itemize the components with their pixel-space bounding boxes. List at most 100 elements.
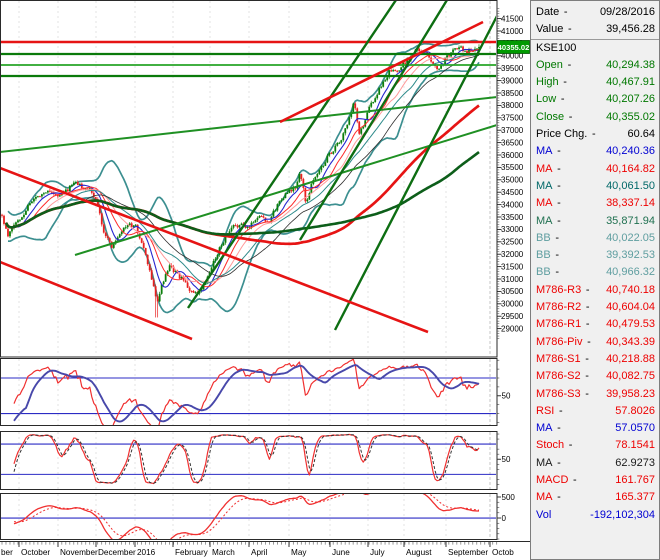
info-row-bb: BB - 39,392.53 [531,247,659,264]
info-separator: - [563,76,567,89]
info-label: MACD [536,474,569,487]
info-label: MA [536,162,553,175]
svg-text:34000: 34000 [501,200,524,209]
info-label: Stoch [536,439,565,452]
info-separator: - [568,110,573,123]
svg-text:29000: 29000 [501,324,524,333]
svg-text:August: August [406,548,432,557]
svg-text:33000: 33000 [501,225,524,234]
info-label: Date [536,6,560,18]
svg-text:34500: 34500 [501,188,524,197]
info-label: M786-Piv [536,335,583,348]
info-separator: - [567,23,572,36]
info-label: M786-R3 [536,283,582,296]
info-value: 39,456.28 [606,23,655,36]
svg-text:32000: 32000 [501,250,524,259]
info-row-ma: MA - 57.0570 [531,420,659,437]
info-value: 35,871.94 [606,214,655,227]
info-value: 40,343.39 [606,335,655,348]
info-separator: - [555,249,560,262]
svg-text:38500: 38500 [501,89,524,98]
svg-text:December: December [98,548,136,557]
svg-text:500: 500 [502,493,516,502]
info-value: 40,740.18 [606,283,655,296]
svg-text:September: September [448,548,488,557]
info-row-m786-s1: M786-S1- 40,218.88 [531,351,659,368]
info-separator: - [557,197,561,210]
info-label: Close [536,110,565,123]
info-value: 39,958.23 [606,387,655,400]
info-label: MA [536,179,553,192]
svg-text:Octob: Octob [492,548,514,557]
info-row-m786-r3: M786-R3- 40,740.18 [531,282,659,299]
info-label: MA [536,422,553,435]
info-value: 60.64 [627,128,655,141]
svg-text:39500: 39500 [501,64,524,73]
info-separator: - [585,283,590,296]
info-label: MA [536,456,553,469]
info-row-vol: Vol -192,102,304 [531,507,659,524]
info-label: Vol [536,508,552,521]
info-value: 40,966.32 [606,266,655,279]
info-value: 40,082.75 [606,370,655,383]
svg-text:February: February [175,548,209,557]
info-value: 40,467.91 [606,76,655,89]
info-separator: - [555,266,560,279]
info-value: 09/28/2016 [599,6,655,18]
info-label: BB [536,266,551,279]
info-label: BB [536,249,551,262]
info-row-m786-s2: M786-S2- 40,082.75 [531,368,659,385]
svg-text:July: July [370,548,385,557]
info-value: 40,294.38 [606,58,655,71]
svg-text:40355.02: 40355.02 [498,43,530,52]
svg-text:30000: 30000 [501,300,524,309]
info-separator: - [585,352,589,365]
svg-text:36500: 36500 [501,138,524,147]
info-separator: - [557,422,561,435]
info-separator: - [557,179,561,192]
chart-canvas[interactable]: 5050500041500410004050040000395003900038… [0,0,530,560]
info-label: High [536,76,559,89]
info-label: RSI [536,404,555,417]
info-separator: - [585,387,589,400]
svg-text:50: 50 [502,455,511,464]
info-value: 57.8026 [615,404,655,417]
info-label: M786-S1 [536,352,581,365]
info-row-date: Date - 09/28/2016 [531,4,659,21]
svg-text:June: June [332,548,350,557]
info-value: 38,337.14 [606,197,655,210]
info-value: 40,604.04 [606,301,655,314]
info-row-stoch: Stoch - 78.1541 [531,437,659,454]
svg-text:37000: 37000 [501,126,524,135]
svg-text:March: March [212,548,235,557]
info-label: BB [536,231,551,244]
info-value: 40,164.82 [606,162,655,175]
info-separator: - [557,214,561,227]
info-row-bb: BB - 40,966.32 [531,264,659,281]
info-row-close: Close - 40,355.02 [531,109,659,126]
info-label: MA [536,197,553,210]
info-label: MA [536,491,553,504]
info-value: 62.9273 [615,456,655,469]
svg-text:2016: 2016 [137,548,156,557]
svg-text:33500: 33500 [501,213,524,222]
info-row-high: High - 40,467.91 [531,74,659,91]
info-row-ma: MA - 35,871.94 [531,213,659,230]
svg-text:32500: 32500 [501,238,524,247]
svg-text:29500: 29500 [501,312,524,321]
info-value: 40,022.05 [606,231,655,244]
info-separator: - [557,162,561,175]
svg-text:40000: 40000 [501,52,524,61]
info-label: MA [536,145,553,158]
data-window: Date -09/28/2016 Value -39,456.28 KSE100 Open… [530,0,660,560]
info-separator: - [557,491,561,504]
info-row-ma: MA - 165.377 [531,489,659,506]
svg-text:36000: 36000 [501,151,524,160]
info-value: 40,240.36 [606,145,655,158]
info-value: 161.767 [615,474,655,487]
svg-text:April: April [251,548,268,557]
info-row-bb: BB - 40,022.05 [531,230,659,247]
info-row-ma: MA - 62.9273 [531,455,659,472]
info-separator: - [567,58,572,71]
info-row-open: Open - 40,294.38 [531,57,659,74]
